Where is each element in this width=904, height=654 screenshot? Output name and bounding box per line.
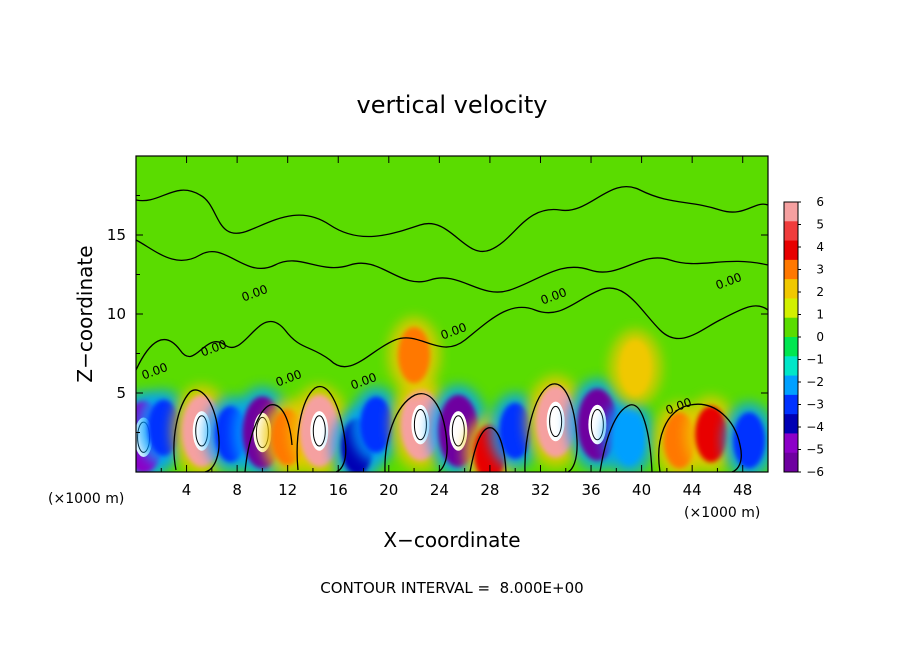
velocity-cell xyxy=(499,402,532,459)
x-axis-label: X−coordinate xyxy=(383,528,520,552)
velocity-cells xyxy=(136,317,768,472)
colorbar-swatch xyxy=(784,221,798,242)
colorbar-swatch xyxy=(784,337,798,357)
x-tick-label: 20 xyxy=(379,481,398,499)
colorbar-label: −4 xyxy=(806,420,824,434)
contour-line xyxy=(136,239,768,293)
velocity-cell xyxy=(398,327,431,384)
colorbar-swatch xyxy=(784,317,798,338)
colorbar-label: 1 xyxy=(816,308,824,322)
y-tick-label: 10 xyxy=(107,305,126,323)
colorbar-swatch xyxy=(784,414,798,434)
y-tick-label: 5 xyxy=(116,384,126,402)
x-tick-label: 36 xyxy=(581,481,600,499)
x-unit-right: (×1000 m) xyxy=(684,505,760,521)
colorbar-swatch xyxy=(784,433,798,454)
x-tick-label: 40 xyxy=(632,481,651,499)
contour-line xyxy=(524,383,578,472)
colorbar-swatch xyxy=(784,202,798,222)
velocity-cell xyxy=(695,406,728,463)
x-tick-label: 48 xyxy=(733,481,752,499)
velocity-core-contour xyxy=(451,415,465,447)
colorbar-label: −2 xyxy=(806,375,824,389)
velocity-cell xyxy=(733,412,766,469)
contour-line xyxy=(136,287,768,371)
contour-line xyxy=(136,186,768,253)
x-tick-label: 28 xyxy=(480,481,499,499)
colorbar-label: 6 xyxy=(816,195,824,209)
x-tick-label: 12 xyxy=(278,481,297,499)
x-axis: 4 8 12 16 20 24 28 32 36 40 44 48 xyxy=(160,156,752,499)
x-tick-label: 16 xyxy=(329,481,348,499)
chart-title: vertical velocity xyxy=(357,91,548,119)
contour-line xyxy=(173,389,220,472)
colorbar-swatch xyxy=(784,394,798,415)
colorbar-swatch xyxy=(784,375,798,396)
colorbar-swatch xyxy=(784,259,798,280)
x-unit-left: (×1000 m) xyxy=(48,491,124,507)
x-tick-label: 24 xyxy=(430,481,449,499)
contour-interval-text: CONTOUR INTERVAL = 8.000E+00 xyxy=(320,579,583,597)
contour-line xyxy=(599,404,653,472)
velocity-core-contour xyxy=(312,415,326,447)
x-tick-label: 8 xyxy=(232,481,242,499)
colorbar-swatch xyxy=(784,356,798,377)
colorbar-swatch xyxy=(784,240,798,261)
velocity-core-contour xyxy=(413,408,427,441)
colorbar-label: 3 xyxy=(816,263,824,277)
y-axis-label: Z−coordinate xyxy=(73,245,97,382)
contour-line xyxy=(244,404,293,472)
colorbar: 6 5 4 3 2 1 0 −1 −2 −3 −4 −5 −6 xyxy=(783,195,824,479)
x-tick-label: 32 xyxy=(531,481,550,499)
velocity-core-contour xyxy=(590,408,604,441)
colorbar-label: −6 xyxy=(806,465,824,479)
zero-contours xyxy=(136,186,768,472)
contour-line xyxy=(296,385,347,472)
contour-line xyxy=(658,403,742,472)
velocity-cell xyxy=(360,396,393,453)
contour-line xyxy=(384,393,448,472)
colorbar-label: 5 xyxy=(816,218,824,232)
colorbar-label: 0 xyxy=(816,330,824,344)
colorbar-label: −1 xyxy=(806,353,824,367)
plot-area: 0.000.000.00 0.000.000.000.000.000.00 xyxy=(136,156,768,472)
velocity-core-contour xyxy=(549,405,563,438)
contour-line xyxy=(469,427,507,472)
x-tick-label: 44 xyxy=(683,481,702,499)
colorbar-swatch xyxy=(784,298,798,319)
colorbar-swatch xyxy=(784,279,798,299)
velocity-cell xyxy=(147,399,180,456)
colorbar-label: −5 xyxy=(806,443,824,457)
velocity-cell xyxy=(612,409,645,466)
colorbar-swatch xyxy=(784,452,798,473)
y-axis: 5 10 15 xyxy=(107,195,768,433)
y-tick-label: 15 xyxy=(107,226,126,244)
x-tick-label: 4 xyxy=(182,481,192,499)
colorbar-label: 4 xyxy=(816,240,824,254)
velocity-cell xyxy=(619,339,652,396)
colorbar-label: −3 xyxy=(806,398,824,412)
colorbar-label: 2 xyxy=(816,285,824,299)
